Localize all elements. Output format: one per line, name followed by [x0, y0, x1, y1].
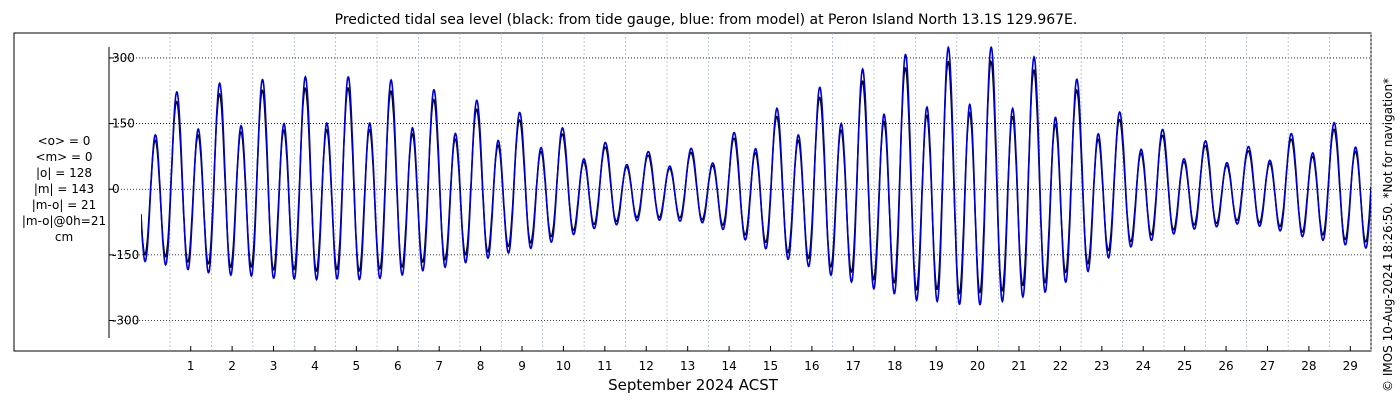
x-tick-label: 23 [1094, 359, 1109, 373]
x-tick-label: 20 [970, 359, 985, 373]
x-tick-label: 17 [846, 359, 861, 373]
series-layer [141, 45, 1371, 306]
x-tick-label: 25 [1177, 359, 1192, 373]
x-tick-label: 22 [1053, 359, 1068, 373]
gauge-series-line [141, 59, 1371, 295]
model-series-line [141, 45, 1371, 306]
chart-title: Predicted tidal sea level (black: from t… [335, 12, 1078, 28]
x-tick-label: 28 [1301, 359, 1316, 373]
stats-line: <o> = 0 [38, 134, 91, 148]
x-tick-label: 7 [435, 359, 443, 373]
x-tick-label: 6 [394, 359, 402, 373]
y-axis: 300 150 0 -150 -300 [109, 51, 139, 327]
x-tick-label: 9 [518, 359, 526, 373]
x-tick-label: 24 [1136, 359, 1151, 373]
y-tick-label: 0 [112, 182, 120, 196]
y-tick-label: -300 [112, 313, 139, 327]
x-axis-label: September 2024 ACST [608, 376, 779, 394]
x-tick-label: 19 [929, 359, 944, 373]
x-axis: 1 2 3 4 5 6 7 8 9 10 11 12 13 14 15 16 17 18 19 20 21 22 23 24 2… [187, 346, 1358, 373]
stats-line: |o| = 128 [36, 166, 92, 180]
x-tick-label: 8 [477, 359, 485, 373]
x-tick-label: 5 [353, 359, 361, 373]
x-tick-label: 4 [311, 359, 319, 373]
stats-line: |m| = 143 [34, 182, 94, 196]
stats-line: |m-o| = 21 [32, 198, 97, 212]
x-tick-label: 16 [804, 359, 819, 373]
stats-line: <m> = 0 [35, 150, 92, 164]
x-tick-label: 21 [1011, 359, 1026, 373]
x-tick-label: 2 [228, 359, 236, 373]
x-tick-label: 27 [1260, 359, 1275, 373]
y-tick-label: 300 [112, 51, 135, 65]
stats-line: cm [55, 230, 73, 244]
y-tick-label: -150 [112, 248, 139, 262]
y-tick-label: 150 [112, 117, 135, 131]
x-tick-label: 15 [763, 359, 778, 373]
x-tick-label: 13 [680, 359, 695, 373]
grid-lines [109, 33, 1372, 351]
credit-text: © IMOS 10-Aug-2024 18:26:50. *Not for na… [1381, 78, 1395, 392]
x-tick-label: 1 [187, 359, 195, 373]
stats-panel: <o> = 0 <m> = 0 |o| = 128 |m| = 143 |m-o| = … [22, 134, 106, 244]
x-tick-label: 26 [1218, 359, 1233, 373]
x-tick-label: 18 [887, 359, 902, 373]
outer-axes-frame [13, 32, 1372, 352]
x-tick-label: 11 [597, 359, 612, 373]
x-tick-label: 12 [639, 359, 654, 373]
stats-line: |m-o|@0h=21 [22, 214, 106, 228]
x-tick-label: 10 [556, 359, 571, 373]
x-tick-label: 3 [270, 359, 278, 373]
x-tick-label: 29 [1343, 359, 1358, 373]
x-tick-label: 14 [721, 359, 736, 373]
